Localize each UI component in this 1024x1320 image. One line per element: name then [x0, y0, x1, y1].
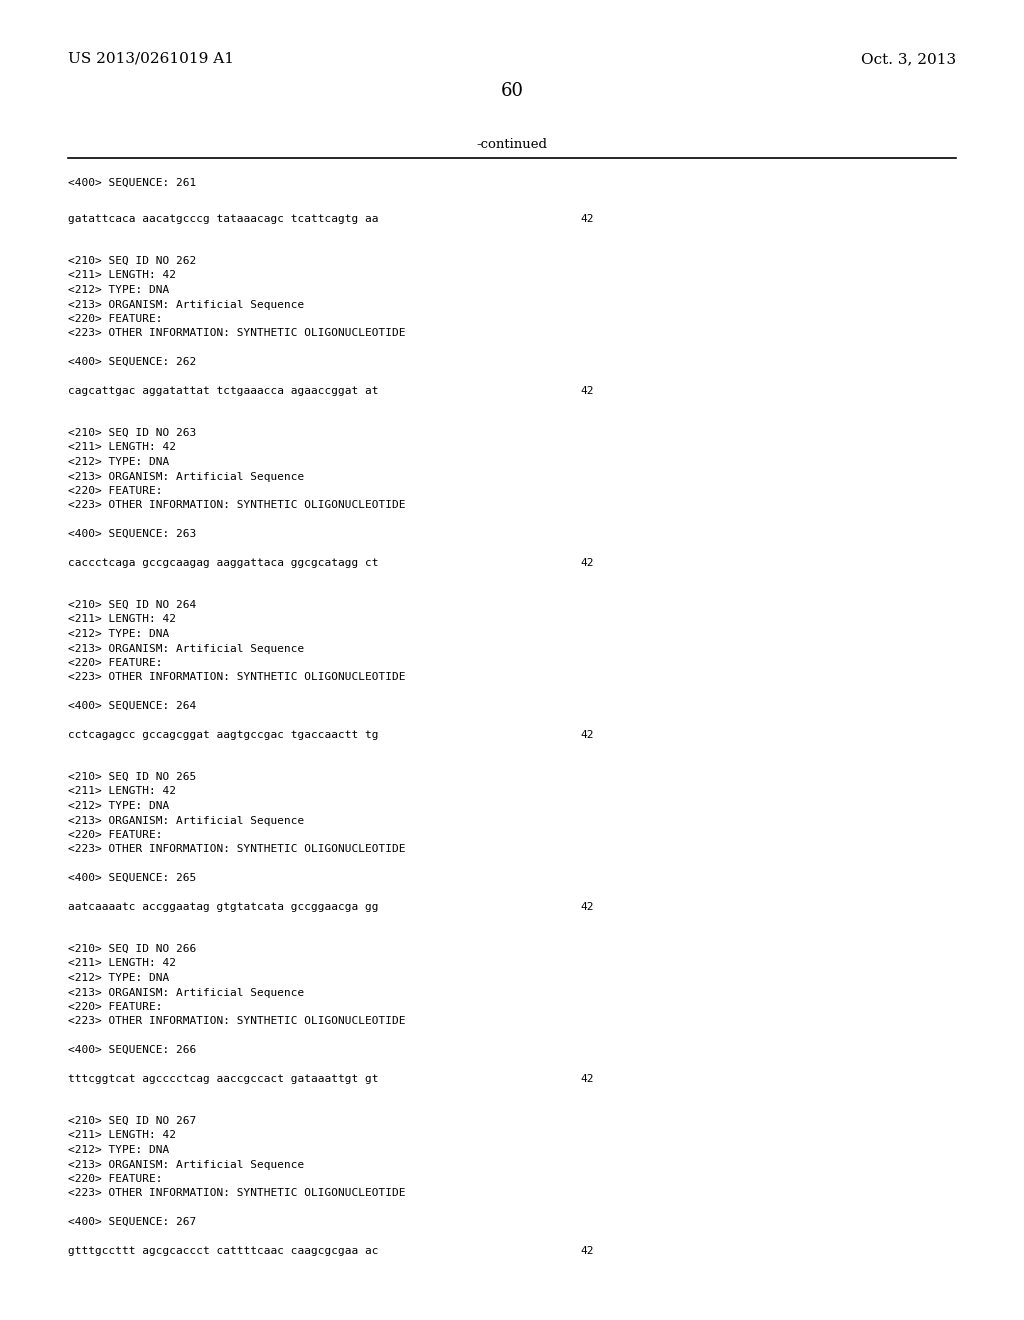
Text: <210> SEQ ID NO 263: <210> SEQ ID NO 263: [68, 428, 197, 438]
Text: aatcaaaatc accggaatag gtgtatcata gccggaacga gg: aatcaaaatc accggaatag gtgtatcata gccggaa…: [68, 902, 379, 912]
Text: <400> SEQUENCE: 266: <400> SEQUENCE: 266: [68, 1045, 197, 1055]
Text: <400> SEQUENCE: 261: <400> SEQUENCE: 261: [68, 178, 197, 187]
Text: <211> LENGTH: 42: <211> LENGTH: 42: [68, 958, 176, 969]
Text: <223> OTHER INFORMATION: SYNTHETIC OLIGONUCLEOTIDE: <223> OTHER INFORMATION: SYNTHETIC OLIGO…: [68, 1016, 406, 1027]
Text: caccctcaga gccgcaagag aaggattaca ggcgcatagg ct: caccctcaga gccgcaagag aaggattaca ggcgcat…: [68, 557, 379, 568]
Text: <220> FEATURE:: <220> FEATURE:: [68, 1002, 163, 1012]
Text: <210> SEQ ID NO 266: <210> SEQ ID NO 266: [68, 944, 197, 954]
Text: <400> SEQUENCE: 263: <400> SEQUENCE: 263: [68, 529, 197, 539]
Text: <220> FEATURE:: <220> FEATURE:: [68, 657, 163, 668]
Text: <212> TYPE: DNA: <212> TYPE: DNA: [68, 973, 169, 983]
Text: <223> OTHER INFORMATION: SYNTHETIC OLIGONUCLEOTIDE: <223> OTHER INFORMATION: SYNTHETIC OLIGO…: [68, 672, 406, 682]
Text: <211> LENGTH: 42: <211> LENGTH: 42: [68, 787, 176, 796]
Text: 42: 42: [580, 385, 594, 396]
Text: gatattcaca aacatgcccg tataaacagc tcattcagtg aa: gatattcaca aacatgcccg tataaacagc tcattca…: [68, 214, 379, 223]
Text: 42: 42: [580, 214, 594, 223]
Text: <220> FEATURE:: <220> FEATURE:: [68, 486, 163, 496]
Text: <223> OTHER INFORMATION: SYNTHETIC OLIGONUCLEOTIDE: <223> OTHER INFORMATION: SYNTHETIC OLIGO…: [68, 845, 406, 854]
Text: <400> SEQUENCE: 262: <400> SEQUENCE: 262: [68, 356, 197, 367]
Text: <400> SEQUENCE: 267: <400> SEQUENCE: 267: [68, 1217, 197, 1228]
Text: <210> SEQ ID NO 267: <210> SEQ ID NO 267: [68, 1115, 197, 1126]
Text: <212> TYPE: DNA: <212> TYPE: DNA: [68, 630, 169, 639]
Text: cctcagagcc gccagcggat aagtgccgac tgaccaactt tg: cctcagagcc gccagcggat aagtgccgac tgaccaa…: [68, 730, 379, 739]
Text: <220> FEATURE:: <220> FEATURE:: [68, 314, 163, 323]
Text: 42: 42: [580, 730, 594, 739]
Text: <212> TYPE: DNA: <212> TYPE: DNA: [68, 1144, 169, 1155]
Text: <212> TYPE: DNA: <212> TYPE: DNA: [68, 801, 169, 810]
Text: tttcggtcat agcccctcag aaccgccact gataaattgt gt: tttcggtcat agcccctcag aaccgccact gataaat…: [68, 1073, 379, 1084]
Text: cagcattgac aggatattat tctgaaacca agaaccggat at: cagcattgac aggatattat tctgaaacca agaaccg…: [68, 385, 379, 396]
Text: <223> OTHER INFORMATION: SYNTHETIC OLIGONUCLEOTIDE: <223> OTHER INFORMATION: SYNTHETIC OLIGO…: [68, 329, 406, 338]
Text: <400> SEQUENCE: 264: <400> SEQUENCE: 264: [68, 701, 197, 711]
Text: <220> FEATURE:: <220> FEATURE:: [68, 1173, 163, 1184]
Text: 42: 42: [580, 1073, 594, 1084]
Text: US 2013/0261019 A1: US 2013/0261019 A1: [68, 51, 234, 66]
Text: 42: 42: [580, 902, 594, 912]
Text: <212> TYPE: DNA: <212> TYPE: DNA: [68, 457, 169, 467]
Text: <213> ORGANISM: Artificial Sequence: <213> ORGANISM: Artificial Sequence: [68, 644, 304, 653]
Text: <213> ORGANISM: Artificial Sequence: <213> ORGANISM: Artificial Sequence: [68, 300, 304, 309]
Text: 42: 42: [580, 557, 594, 568]
Text: <210> SEQ ID NO 262: <210> SEQ ID NO 262: [68, 256, 197, 267]
Text: 42: 42: [580, 1246, 594, 1255]
Text: <211> LENGTH: 42: <211> LENGTH: 42: [68, 271, 176, 281]
Text: <213> ORGANISM: Artificial Sequence: <213> ORGANISM: Artificial Sequence: [68, 471, 304, 482]
Text: <211> LENGTH: 42: <211> LENGTH: 42: [68, 1130, 176, 1140]
Text: <223> OTHER INFORMATION: SYNTHETIC OLIGONUCLEOTIDE: <223> OTHER INFORMATION: SYNTHETIC OLIGO…: [68, 1188, 406, 1199]
Text: <210> SEQ ID NO 265: <210> SEQ ID NO 265: [68, 772, 197, 781]
Text: 60: 60: [501, 82, 523, 100]
Text: <220> FEATURE:: <220> FEATURE:: [68, 830, 163, 840]
Text: <223> OTHER INFORMATION: SYNTHETIC OLIGONUCLEOTIDE: <223> OTHER INFORMATION: SYNTHETIC OLIGO…: [68, 500, 406, 511]
Text: <212> TYPE: DNA: <212> TYPE: DNA: [68, 285, 169, 294]
Text: <210> SEQ ID NO 264: <210> SEQ ID NO 264: [68, 601, 197, 610]
Text: <211> LENGTH: 42: <211> LENGTH: 42: [68, 615, 176, 624]
Text: <400> SEQUENCE: 265: <400> SEQUENCE: 265: [68, 873, 197, 883]
Text: <213> ORGANISM: Artificial Sequence: <213> ORGANISM: Artificial Sequence: [68, 1159, 304, 1170]
Text: gtttgccttt agcgcaccct cattttcaac caagcgcgaa ac: gtttgccttt agcgcaccct cattttcaac caagcgc…: [68, 1246, 379, 1255]
Text: <211> LENGTH: 42: <211> LENGTH: 42: [68, 442, 176, 453]
Text: -continued: -continued: [476, 139, 548, 150]
Text: Oct. 3, 2013: Oct. 3, 2013: [861, 51, 956, 66]
Text: <213> ORGANISM: Artificial Sequence: <213> ORGANISM: Artificial Sequence: [68, 816, 304, 825]
Text: <213> ORGANISM: Artificial Sequence: <213> ORGANISM: Artificial Sequence: [68, 987, 304, 998]
